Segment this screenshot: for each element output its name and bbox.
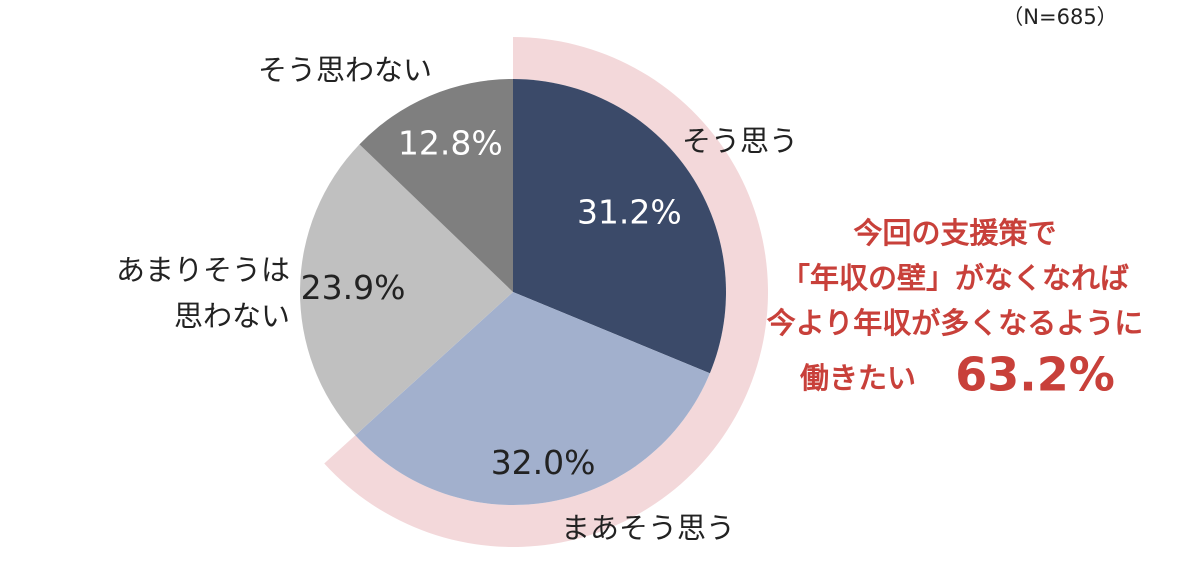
category-label: そう思う (682, 124, 798, 158)
category-label-line: あまりそうは (116, 253, 290, 287)
category-label-line: そう思う (682, 124, 798, 158)
pie-slice (300, 144, 513, 436)
pie-slice (513, 79, 726, 374)
category-label: そう思わない (258, 53, 432, 87)
category-label: まあそう思う (561, 511, 735, 545)
highlight-text: 今より年収が多くなるように (767, 306, 1143, 340)
value-label: 12.8% (398, 123, 503, 162)
sample-size: （N=685） (1002, 5, 1117, 29)
category-label-line: そう思わない (258, 53, 432, 87)
highlight-ring (324, 37, 769, 547)
highlight-text: 「年収の壁」がなくなれば (781, 261, 1129, 295)
pie-slice (355, 292, 710, 506)
value-label: 32.0% (491, 443, 596, 482)
highlight-text: 今回の支援策で (853, 216, 1056, 250)
category-label-line: まあそう思う (561, 511, 735, 545)
category-label-line: 思わない (174, 299, 290, 333)
highlight-value: 63.2% (955, 348, 1115, 402)
value-label: 23.9% (301, 268, 406, 307)
value-label: 31.2% (577, 193, 682, 232)
category-label: あまりそうは思わない (116, 253, 290, 333)
pie-slice (359, 79, 513, 292)
highlight-text: 働きたい (799, 361, 916, 395)
